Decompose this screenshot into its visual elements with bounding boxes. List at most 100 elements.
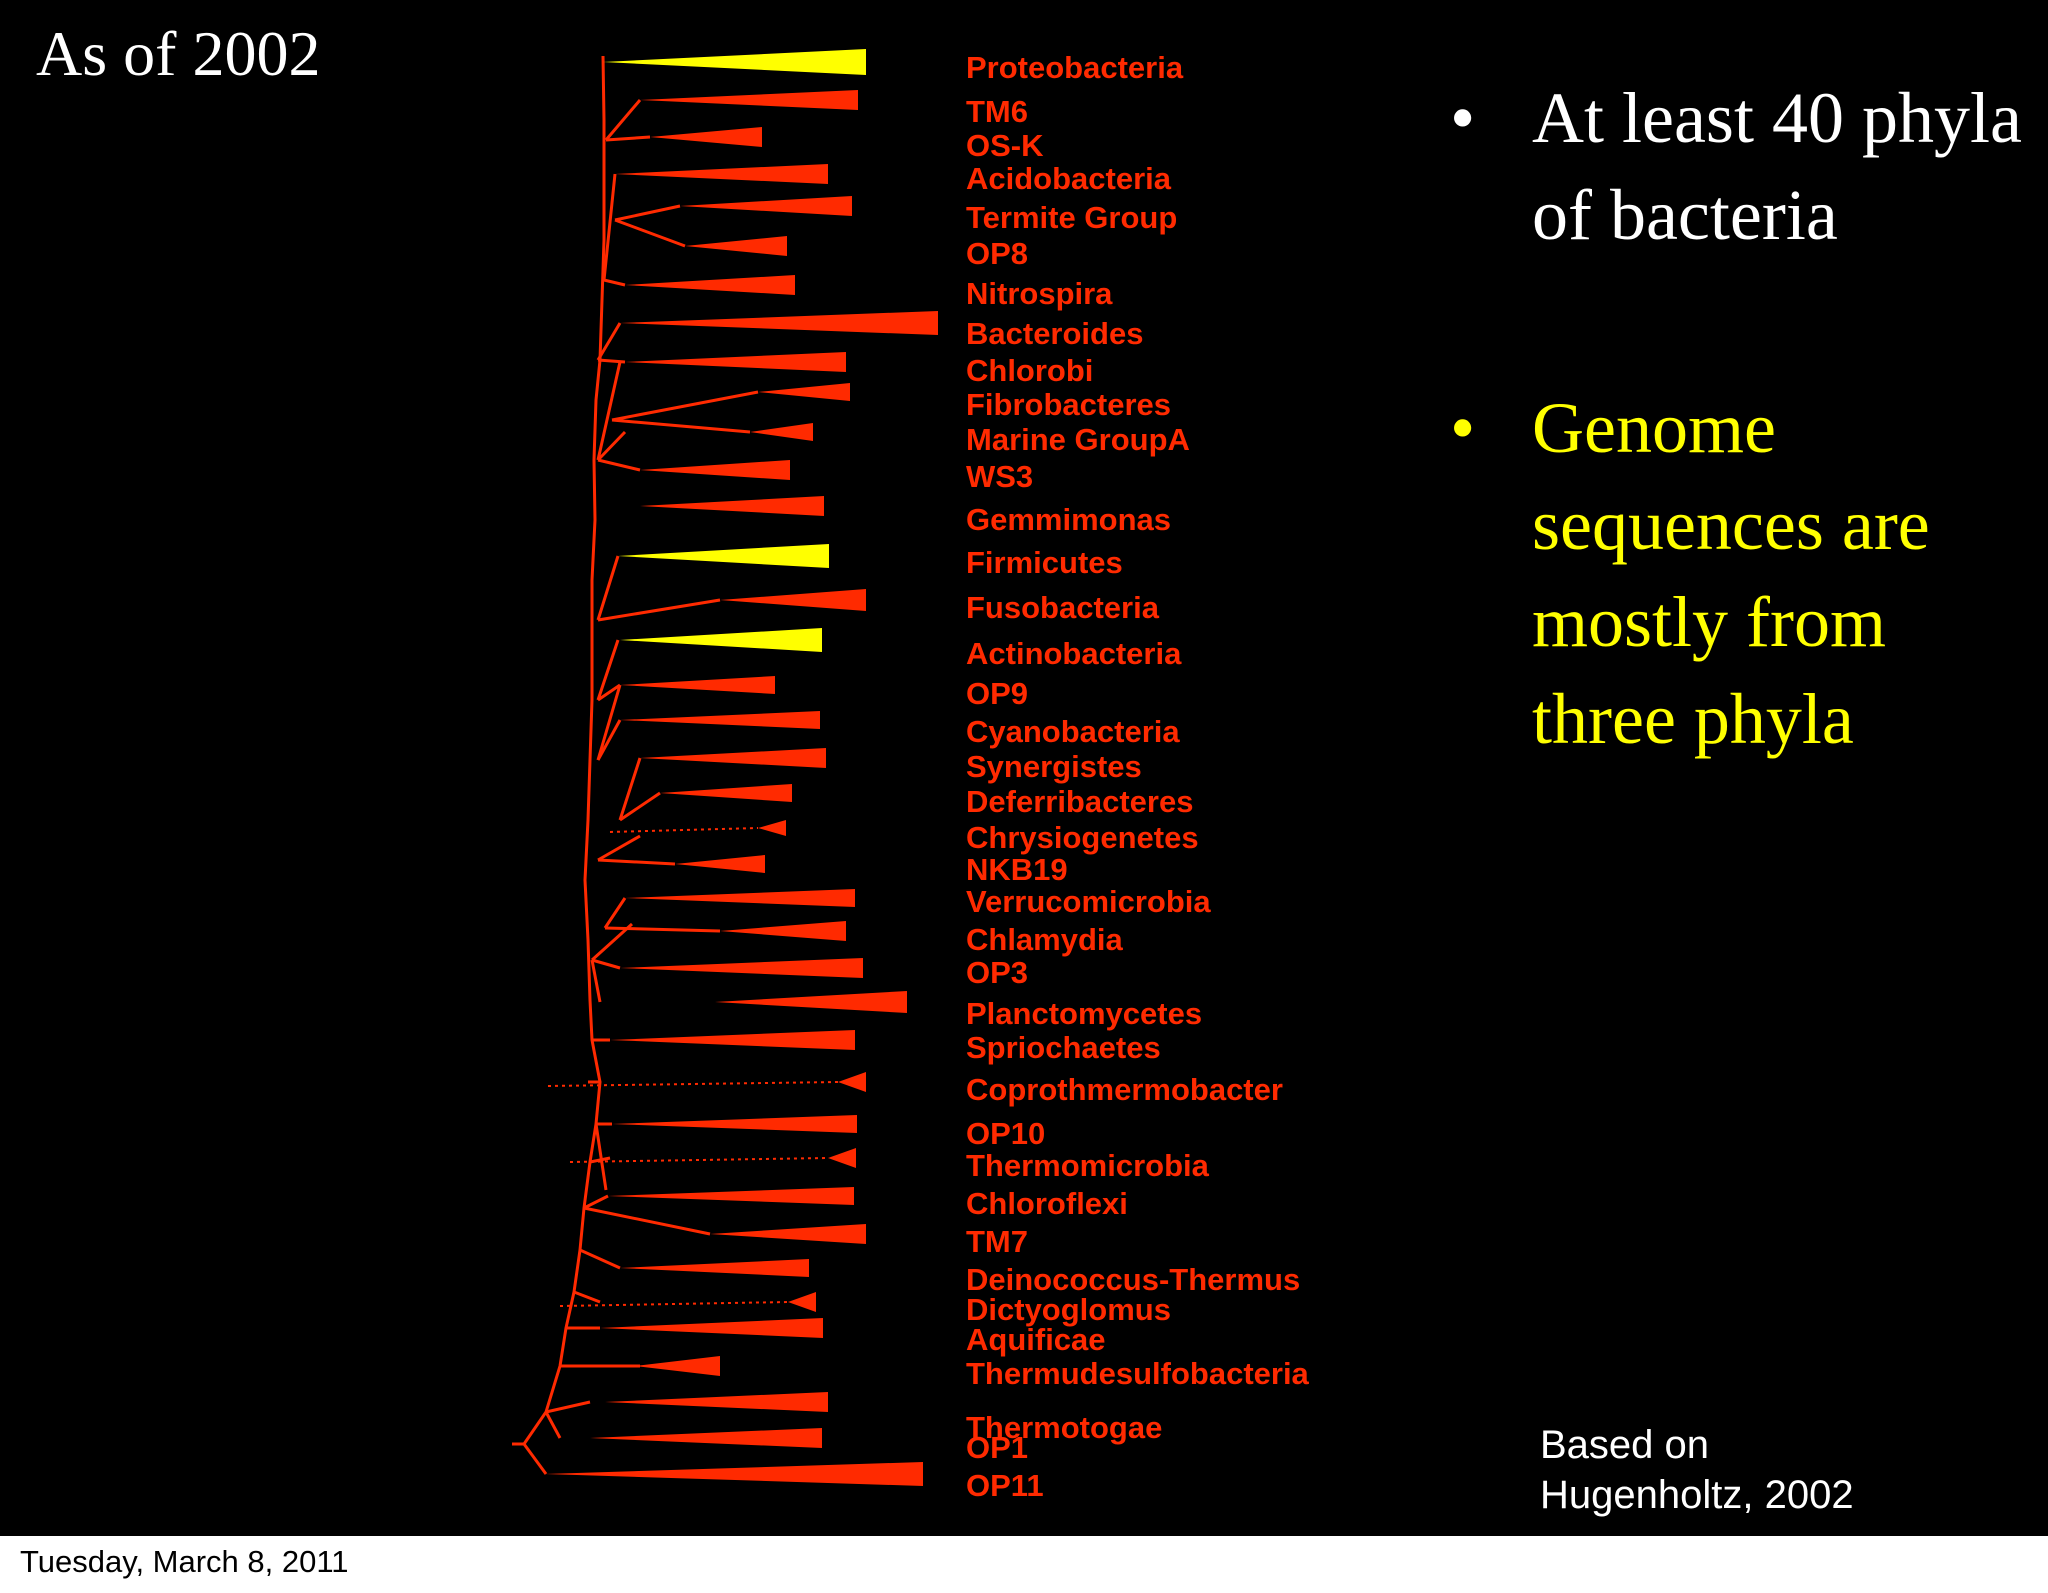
phylum-label: Thermomicrobia: [966, 1148, 1209, 1183]
tree-branch: [603, 278, 626, 287]
phylum-wedge-op10: [612, 1115, 857, 1133]
phylum-label: OP3: [966, 955, 1029, 990]
tree-branch: [596, 684, 622, 761]
bullet-marker: •: [1450, 78, 1476, 158]
tree-branch: [579, 1248, 621, 1270]
phylum-wedge-thermotogae: [605, 1392, 828, 1412]
phylum-label: Fibrobacteres: [966, 387, 1172, 422]
phylum-wedge-tm6: [640, 90, 858, 110]
phylum-label: Gemmimonas: [966, 502, 1172, 537]
tree-branch: [597, 358, 626, 364]
dotted-branch: [569, 1157, 829, 1163]
phylum-label: Planctomycetes: [966, 996, 1203, 1031]
phylum-label: OP11: [966, 1468, 1044, 1503]
phylum-wedge-coprothmermobacter: [838, 1072, 866, 1092]
phylum-wedge-synergistes: [640, 748, 826, 768]
phylum-wedge-os-k: [650, 127, 762, 147]
tree-branch: [614, 204, 681, 222]
tree-branch: [594, 1123, 608, 1191]
phylum-label: Actinobacteria: [966, 636, 1182, 671]
tree-branch: [596, 361, 622, 461]
phylum-wedge-deinococcus-thermus: [620, 1259, 809, 1277]
attribution-line: Hugenholtz, 2002: [1540, 1473, 1854, 1517]
tree-branch: [596, 555, 620, 621]
phylum-wedge-nkb19: [675, 855, 765, 873]
phylum-wedge-verrucomicrobia: [625, 889, 855, 907]
phylum-label: WS3: [966, 459, 1034, 494]
tree-branch: [602, 173, 617, 281]
phylum-label: Chlorobi: [966, 353, 1094, 388]
phylum-wedge-thermomicrobia: [828, 1148, 856, 1168]
tree-branch: [573, 1290, 601, 1304]
tree-branch: [618, 757, 642, 821]
tree-branch: [583, 1206, 711, 1236]
phylum-label: Bacteroides: [966, 316, 1144, 351]
phylum-label: Nitrospira: [966, 276, 1113, 311]
bullet-text: Genome sequences are mostly from three p…: [1532, 388, 1930, 759]
phylum-label: Thermotogae: [966, 1410, 1163, 1445]
tree-branch: [611, 418, 751, 434]
tree-branch: [591, 958, 621, 970]
phylum-label: OP8: [966, 236, 1029, 271]
tree-branch: [603, 897, 627, 929]
phylum-wedge-op3: [620, 958, 863, 978]
phylum-label: Chloroflexi: [966, 1186, 1128, 1221]
tree-branch: [597, 458, 641, 472]
attribution: Based on Hugenholtz, 2002: [1540, 1420, 1854, 1520]
tree-branch: [619, 791, 661, 822]
phylum-wedge-nitrospira: [625, 275, 795, 295]
tree-branches: [512, 55, 759, 1475]
phylum-label: OP1: [966, 1430, 1029, 1465]
phylum-label: NKB19: [966, 852, 1068, 887]
phylum-label: Verrucomicrobia: [966, 884, 1211, 919]
tree-branch: [597, 858, 676, 866]
phylum-label: Termite Group: [966, 200, 1178, 235]
tree-branch: [596, 322, 622, 361]
phylum-wedge-thermudesulfobacteria: [635, 1356, 720, 1376]
phylum-wedge-chloroflexi: [608, 1187, 854, 1205]
phylum-wedge-tm7: [710, 1224, 866, 1244]
dotted-branch: [559, 1301, 789, 1307]
phylum-wedge-aquificae: [600, 1318, 823, 1338]
phylum-label: Dictyoglomus: [966, 1292, 1171, 1327]
phylum-wedge-marine-groupa: [750, 423, 813, 441]
phylum-label: Synergistes: [966, 749, 1142, 784]
tree-branch: [583, 1194, 609, 1210]
tree-branch: [597, 834, 641, 862]
phylum-wedge-chlamydia: [720, 921, 846, 941]
slide-canvas: As of 2002 Proteobacteria TM6 OS-K Acidobac…: [0, 0, 2048, 1536]
tree-branch: [596, 639, 620, 701]
tree-wedges: [545, 49, 938, 1486]
bullet-marker: •: [1450, 388, 1476, 468]
tree-branch: [605, 135, 651, 142]
bullet-text: At least 40 phyla of bacteria: [1532, 78, 2022, 255]
phylum-wedge-firmicutes: [618, 544, 829, 568]
phylum-label: Spriochaetes: [966, 1030, 1161, 1065]
tree-branch: [604, 99, 642, 141]
phylum-label: Firmicutes: [966, 545, 1123, 580]
phylum-label: OP10: [966, 1116, 1046, 1151]
phylum-label: Cyanobacteria: [966, 714, 1180, 749]
phylum-label: TM7: [966, 1224, 1028, 1259]
phylum-wedge-op8: [685, 236, 787, 256]
tree-branch: [545, 1400, 591, 1414]
phylum-label: Thermudesulfobacteria: [966, 1356, 1309, 1391]
tree-branch: [611, 390, 759, 422]
phylum-label: Chlamydia: [966, 922, 1123, 957]
slide-title: As of 2002: [36, 18, 321, 89]
phylum-wedge-op1: [590, 1428, 822, 1448]
phylum-label: Coprothmermobacter: [966, 1072, 1283, 1107]
tree-branch: [522, 55, 606, 1445]
phylum-wedge-spriochaetes: [610, 1030, 855, 1050]
phylum-label: Acidobacteria: [966, 161, 1172, 196]
dotted-branch: [609, 827, 759, 833]
phylum-wedge-cyanobacteria: [620, 711, 820, 729]
phylum-label: Chrysiogenetes: [966, 820, 1199, 855]
phylum-label: TM6: [966, 94, 1028, 129]
tree-branch: [596, 719, 622, 761]
phylum-wedge-actinobacteria: [620, 628, 822, 652]
phylum-label: Marine GroupA: [966, 422, 1190, 457]
tree-branch: [596, 430, 627, 462]
phylum-wedge-fusobacteria: [720, 589, 866, 611]
phylum-wedge-chrysiogenetes: [758, 820, 786, 836]
